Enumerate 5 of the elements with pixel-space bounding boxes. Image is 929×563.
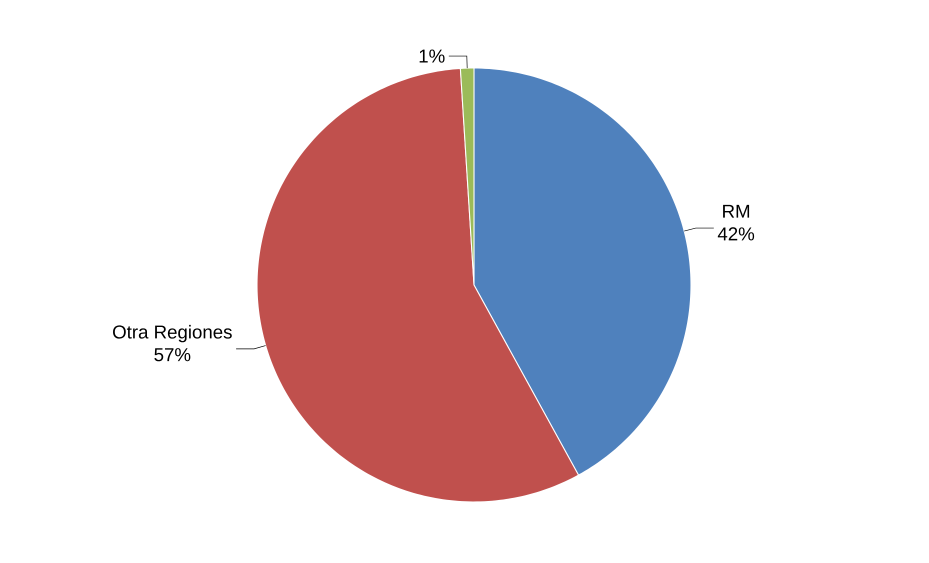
- data-label: 57%: [154, 348, 190, 362]
- slice-label: RM: [723, 204, 750, 218]
- slice-label: Otra Regiones: [113, 324, 232, 342]
- data-label: 1%: [420, 50, 445, 63]
- data-label: 42%: [718, 227, 754, 240]
